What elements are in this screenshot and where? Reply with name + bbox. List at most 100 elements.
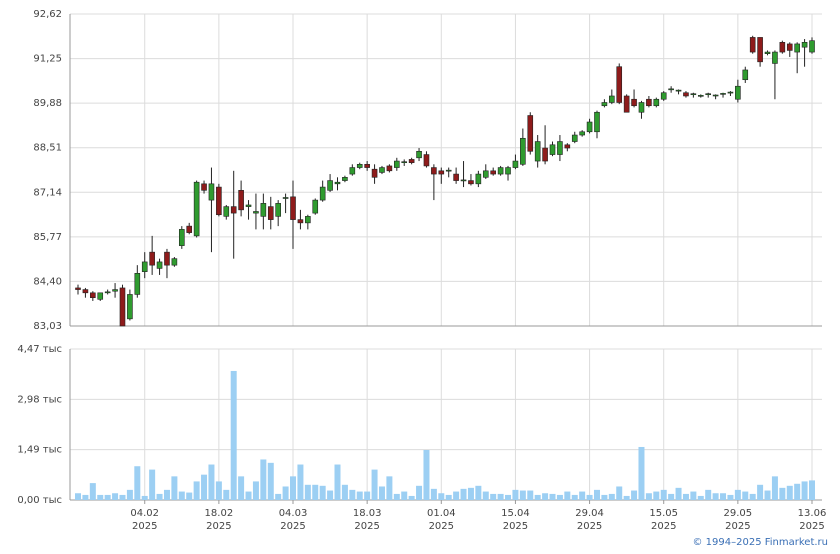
candle-body: [757, 37, 763, 63]
volume-bar: [423, 450, 430, 500]
volume-bar: [727, 494, 734, 500]
volume-bar: [638, 446, 645, 500]
candle-body: [156, 261, 163, 269]
volume-bar: [705, 489, 712, 500]
candle-body: [742, 69, 749, 81]
candle-body: [727, 91, 734, 94]
candle-body: [668, 88, 674, 91]
candle-body: [223, 206, 230, 217]
x-tick-label: 29.05: [724, 508, 753, 519]
volume-bar: [438, 493, 445, 500]
candle-body: [653, 98, 660, 107]
volume-bar: [801, 481, 808, 500]
volume-bar: [104, 494, 111, 500]
volume-bar: [282, 486, 289, 500]
candle-body: [772, 51, 778, 64]
candle-body: [297, 219, 304, 224]
volume-bar: [586, 494, 593, 500]
candle-body: [431, 167, 437, 175]
candle-body: [245, 204, 252, 207]
candle-body: [712, 94, 719, 97]
candle-body: [497, 167, 504, 175]
candle-body: [571, 134, 578, 142]
candle-body: [564, 144, 571, 149]
candle-body: [260, 203, 267, 217]
volume-bar: [534, 494, 541, 500]
candle-body: [327, 180, 333, 191]
volume-bar: [349, 489, 356, 500]
x-tick-label: 04.03: [279, 508, 308, 519]
volume-bar: [519, 490, 526, 500]
candle-body: [334, 181, 341, 185]
candle-body: [623, 95, 630, 113]
volume-bar: [556, 494, 563, 500]
candle-body: [408, 159, 415, 163]
candle-body: [394, 160, 400, 168]
y-tick-label: 85,77: [33, 232, 62, 243]
volume-bar: [386, 476, 393, 500]
candle-body: [186, 225, 193, 233]
volume-bar: [393, 493, 400, 500]
volume-bar: [527, 490, 534, 500]
candle-body: [616, 66, 623, 103]
volume-bar: [734, 489, 741, 500]
candle-body: [386, 165, 393, 172]
candle-body: [690, 93, 697, 96]
y-tick-label: 92,62: [33, 9, 62, 20]
volume-bar: [608, 493, 615, 500]
volume-bar: [497, 493, 504, 500]
volume-bar: [252, 481, 259, 500]
candle-body: [520, 137, 526, 165]
candle-body: [735, 85, 741, 100]
volume-bar: [742, 491, 749, 500]
volume-bar: [208, 464, 215, 500]
candle-body: [364, 164, 370, 168]
volume-bar: [334, 464, 341, 500]
candle-body: [401, 161, 408, 164]
volume-bar: [809, 480, 815, 500]
volume-bar: [467, 487, 474, 500]
candle-body: [112, 289, 118, 292]
volume-bar: [475, 485, 482, 500]
candle-body: [230, 206, 237, 214]
volume-bar: [490, 493, 497, 500]
candle-body: [238, 190, 244, 211]
volume-bar: [593, 489, 600, 500]
candle-body: [512, 160, 519, 168]
candle-body: [349, 167, 356, 175]
candle-body: [534, 141, 541, 162]
volume-bar: [720, 493, 727, 500]
volume-bar: [645, 493, 652, 500]
x-tick-sublabel: 2025: [206, 521, 231, 532]
volume-bar: [275, 493, 282, 500]
volume-bar: [408, 495, 415, 500]
candle-body: [453, 173, 459, 181]
candle-body: [594, 111, 600, 133]
candle-body: [809, 40, 815, 53]
candle-body: [164, 251, 170, 266]
candle-body: [104, 291, 111, 294]
volume-bar: [223, 489, 230, 500]
volume-bar: [260, 459, 267, 500]
volume-bar: [230, 370, 237, 500]
candle-body: [371, 168, 378, 178]
volume-bar: [453, 491, 460, 500]
volume-bar: [668, 493, 675, 500]
volume-bar: [245, 491, 252, 500]
x-tick-label: 01.04: [427, 508, 456, 519]
y-tick-label: 88,51: [33, 143, 62, 154]
candle-body: [356, 164, 363, 168]
candle-body: [646, 98, 652, 107]
volume-bar: [749, 493, 756, 500]
volume-bar: [141, 495, 148, 500]
candle-body: [171, 258, 178, 266]
candle-body: [282, 197, 289, 199]
copyright[interactable]: © 1994–2025 Finmarket.ru: [692, 537, 828, 548]
volume-bar: [549, 493, 556, 500]
volume-bar: [75, 493, 81, 500]
volume-bar: [675, 487, 682, 500]
candle-body: [342, 177, 348, 181]
volume-bar: [134, 466, 141, 500]
candle-body: [216, 186, 222, 216]
